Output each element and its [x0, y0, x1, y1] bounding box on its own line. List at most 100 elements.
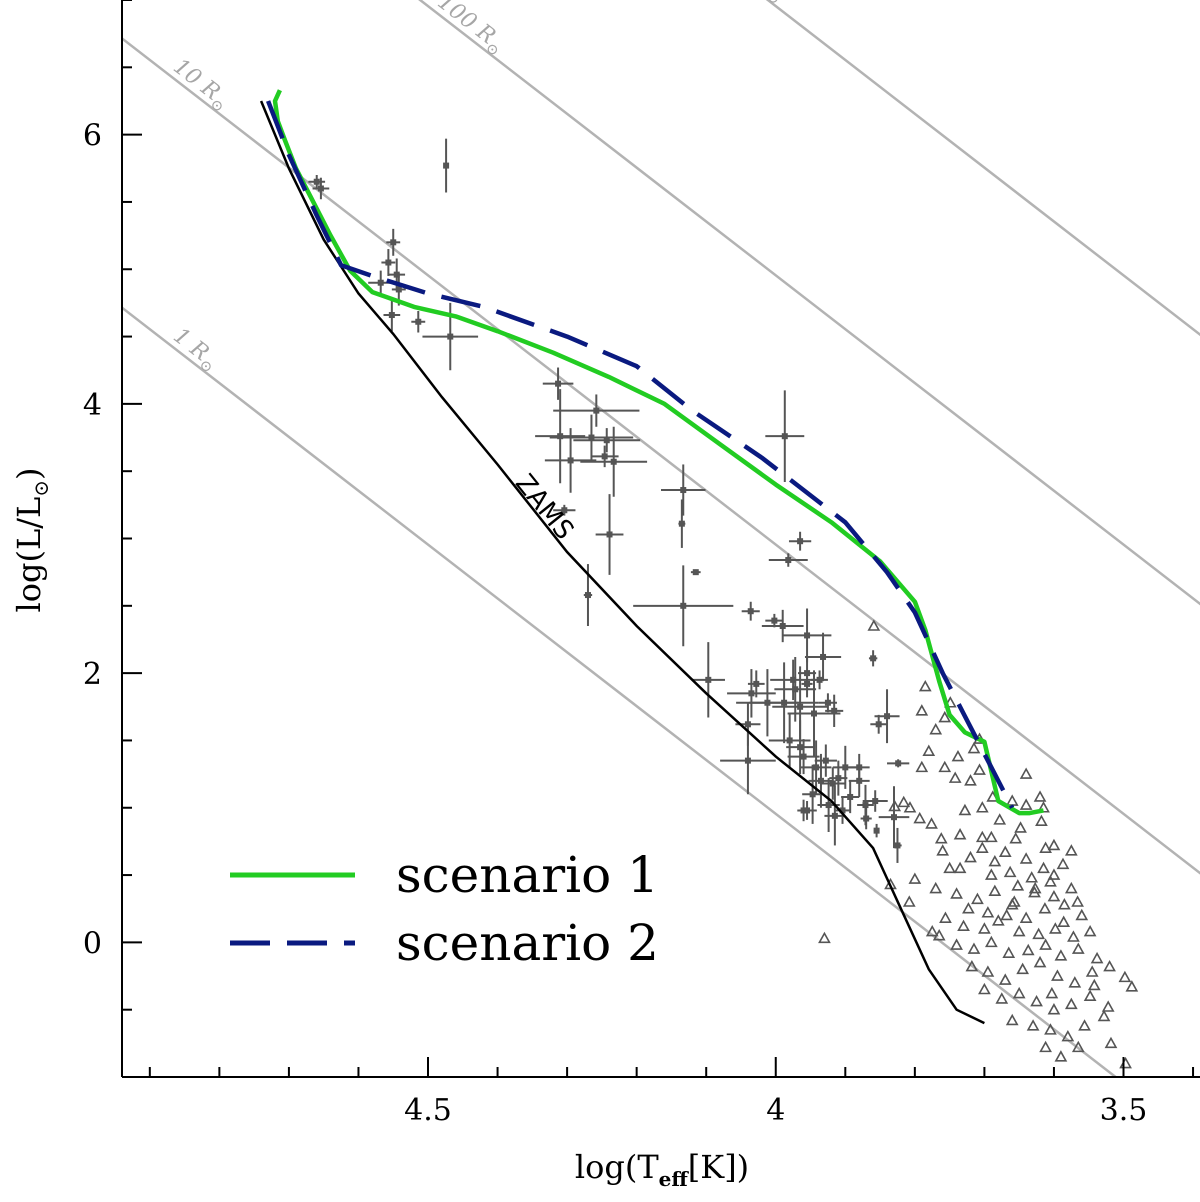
triangle-point [1002, 946, 1016, 958]
star-marker [678, 520, 685, 527]
triangle-point [1054, 949, 1068, 961]
star-marker [847, 793, 854, 800]
star-marker [870, 655, 877, 662]
star-point [802, 764, 824, 824]
star-point [848, 764, 870, 797]
triangle-point [1097, 1009, 1111, 1022]
triangle-point [1071, 942, 1085, 954]
triangle-point [1014, 821, 1027, 833]
star-point [411, 310, 426, 333]
triangle-point [1005, 1013, 1019, 1026]
star-marker [588, 434, 595, 441]
triangle-point [1078, 1019, 1091, 1031]
triangle-point [1085, 965, 1099, 977]
star-point [690, 569, 701, 576]
radius-line-10R [122, 36, 1200, 875]
star-marker [894, 842, 901, 849]
star-point [787, 670, 841, 757]
triangle-point [1025, 871, 1039, 883]
triangle-point [936, 844, 950, 856]
triangle-point [1047, 889, 1061, 902]
triangle-point [938, 760, 952, 773]
star-marker [839, 807, 846, 814]
star-marker [804, 807, 811, 814]
star-marker [744, 721, 751, 728]
star-point [770, 659, 817, 701]
star-marker [781, 699, 788, 706]
triangle-point [922, 744, 936, 757]
star-marker [593, 407, 600, 414]
star-marker [804, 680, 811, 687]
triangle-point [953, 828, 967, 840]
triangle-point [1039, 938, 1052, 950]
triangle-point [1047, 838, 1061, 851]
star-point [383, 298, 401, 332]
star-marker [895, 760, 902, 767]
triangle-point [1101, 1000, 1115, 1012]
triangle-point [984, 935, 998, 948]
star-point [878, 786, 910, 849]
triangle-point [1057, 915, 1071, 927]
triangle-point [1044, 1023, 1057, 1035]
star-point [443, 138, 450, 193]
triangle-point [1064, 881, 1078, 894]
triangle-point [1021, 943, 1035, 956]
star-point [381, 249, 396, 276]
star-marker [557, 433, 564, 440]
x-tick-label: 4 [766, 1093, 785, 1128]
star-marker [385, 259, 392, 266]
legend: scenario 1 scenario 2 [230, 846, 659, 972]
triangle-point [975, 801, 989, 813]
star-point [820, 767, 846, 800]
triangle-point [988, 854, 1002, 867]
triangle-point [1083, 924, 1097, 937]
triangle-point [1119, 1056, 1132, 1069]
triangle-point [1090, 951, 1104, 964]
star-point [553, 394, 640, 427]
star-point [544, 428, 597, 493]
triangle-point [929, 723, 943, 735]
star-point [893, 827, 902, 863]
track-scenario-1 [272, 89, 1044, 816]
y-tick-label: 0 [83, 926, 102, 961]
x-tick-label: 4.5 [404, 1093, 452, 1128]
triangle-point [1030, 994, 1043, 1007]
star-marker [797, 703, 804, 710]
triangle-point [1044, 875, 1057, 887]
triangle-point [978, 982, 991, 995]
triangle-point [929, 881, 943, 894]
triangle-point [1019, 767, 1033, 779]
star-marker [395, 286, 402, 293]
zams-label: ZAMS [509, 469, 579, 546]
star-marker [584, 592, 591, 599]
star-point [860, 807, 872, 830]
triangle-point [897, 795, 911, 808]
triangle-point [902, 895, 916, 907]
star-marker [747, 608, 754, 615]
triangle-point [984, 868, 998, 880]
star-marker [829, 780, 836, 787]
star-marker [792, 686, 799, 693]
star-marker [786, 737, 793, 744]
star-point [814, 744, 837, 777]
triangle-point [867, 619, 881, 631]
triangle-point [1118, 970, 1132, 983]
star-point [788, 531, 812, 551]
legend-label-scenario-1: scenario 1 [396, 846, 659, 904]
star-marker [831, 812, 838, 819]
star-marker [415, 318, 422, 325]
triangle-point [1103, 959, 1116, 972]
star-marker [390, 239, 397, 246]
triangle-point [984, 830, 998, 843]
star-marker [779, 623, 786, 630]
triangle-point [993, 813, 1007, 825]
triangle-point [1019, 911, 1033, 923]
triangle-point [1056, 857, 1070, 870]
triangle-point [948, 771, 962, 783]
star-marker [705, 676, 712, 683]
pms-stars-triangles [818, 619, 1139, 1069]
star-point [580, 426, 648, 497]
triangle-point [1032, 927, 1046, 940]
star-point [825, 694, 844, 727]
triangle-point [1035, 814, 1048, 827]
